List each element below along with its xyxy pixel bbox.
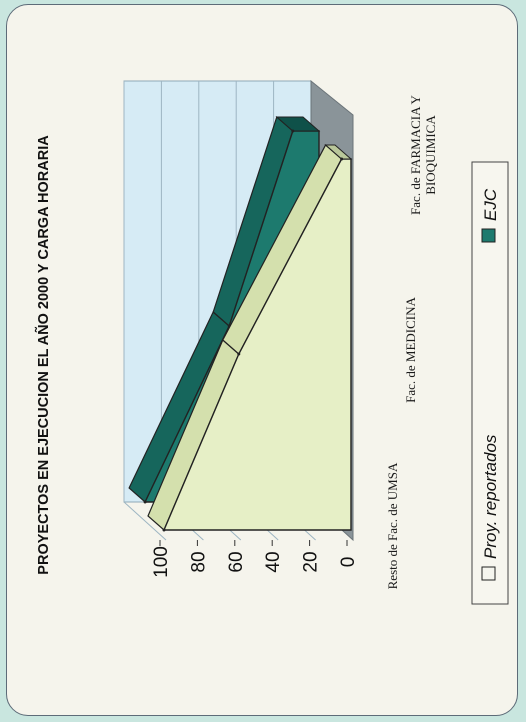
- series-end-cap: [275, 116, 321, 132]
- y-tick-label: 0: [338, 557, 359, 568]
- data-point: [237, 352, 241, 356]
- data-point: [143, 500, 147, 504]
- legend-label-proy: Proy. reportados: [481, 434, 500, 559]
- legend: Proy. reportados EJC: [471, 161, 509, 605]
- y-tick-label: 40: [263, 551, 284, 572]
- series-end-cap: [324, 144, 353, 160]
- chart-title: PROYECTOS EN EJECUCION EL AÑO 2000 Y CAR…: [34, 135, 52, 575]
- category-label: Fac. de FARMACIA YBIOQUIMICA: [408, 94, 438, 215]
- gridline-floor: [123, 501, 167, 541]
- legend-swatch-ejc: [481, 228, 496, 243]
- series-proy: [147, 144, 353, 532]
- legend-swatch-proy: [481, 566, 496, 581]
- y-tick-label: 80: [188, 551, 209, 572]
- x-axis: Resto de Fac. de UMSA Fac. de MEDICINA Fac…: [385, 94, 438, 589]
- data-point: [340, 157, 344, 161]
- category-label: Resto de Fac. de UMSA: [385, 462, 400, 589]
- series-layer: [128, 115, 353, 532]
- y-tick-label: 20: [301, 551, 322, 572]
- data-point: [162, 528, 166, 532]
- data-point: [291, 129, 295, 133]
- y-tick-label: 100: [151, 546, 172, 578]
- category-label: Fac. de MEDICINA: [403, 297, 418, 403]
- y-tick-label: 60: [226, 551, 247, 572]
- legend-label-ejc: EJC: [481, 188, 500, 221]
- y-axis: 0 20 40 60 80 100: [151, 540, 359, 578]
